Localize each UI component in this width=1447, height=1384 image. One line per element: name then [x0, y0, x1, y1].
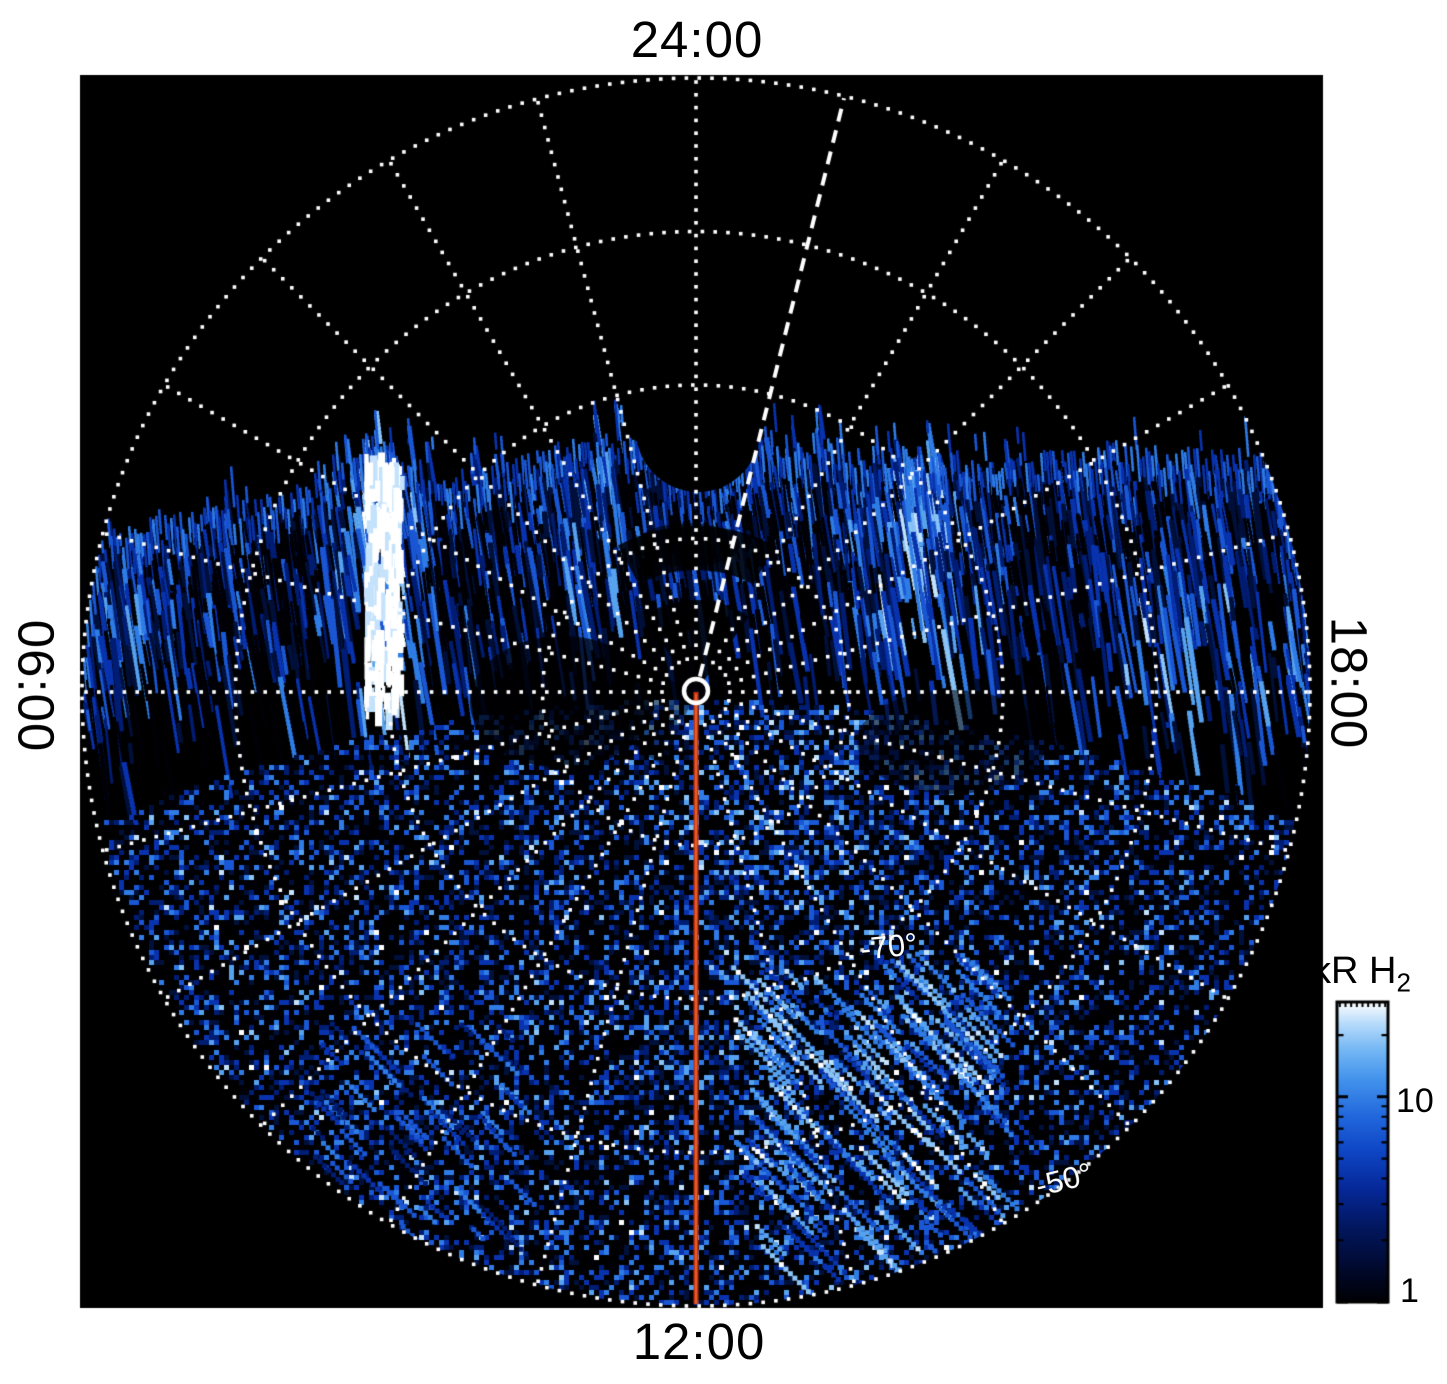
local-time-label-2400: 24:00 — [630, 11, 764, 68]
colorbar-tick-label-10: 10 — [1396, 1082, 1434, 1120]
local-time-label-0600: 06:00 — [7, 619, 65, 753]
colorbar-tick-label-1: 1 — [1400, 1272, 1419, 1310]
colorbar-title-text: kR H — [1312, 950, 1397, 992]
local-time-label-1800: 18:00 — [1320, 616, 1378, 750]
colorbar-title: kR H2 — [1312, 950, 1411, 999]
colorbar-title-subscript: 2 — [1396, 967, 1411, 998]
local-time-label-1200: 12:00 — [632, 1313, 766, 1370]
latitude-label-minus70: -70° — [858, 926, 920, 967]
